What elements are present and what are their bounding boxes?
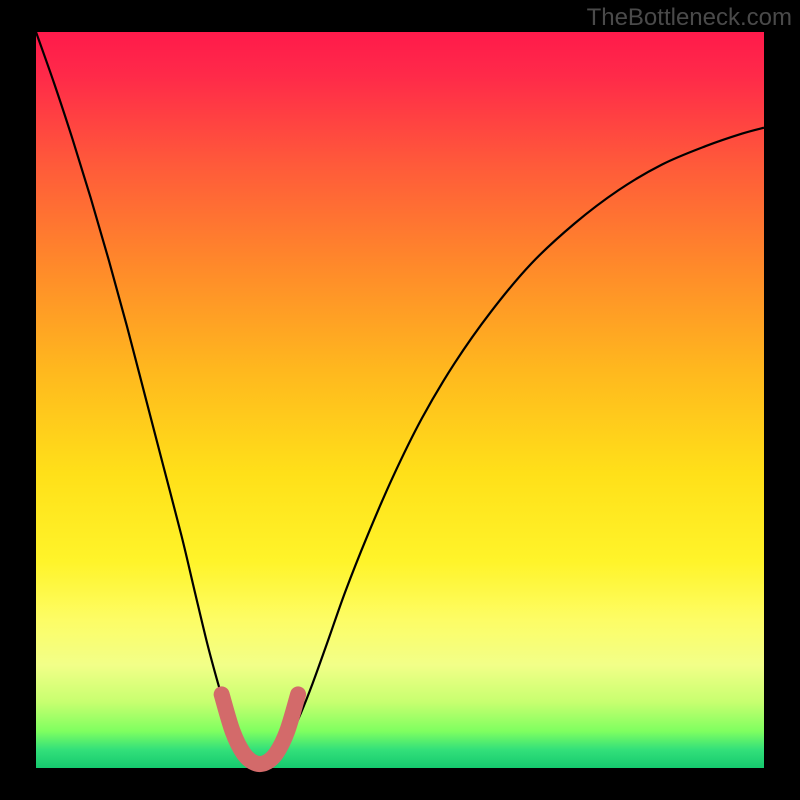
chart-svg	[0, 0, 800, 800]
chart-canvas: TheBottleneck.com	[0, 0, 800, 800]
watermark-text: TheBottleneck.com	[587, 4, 792, 32]
